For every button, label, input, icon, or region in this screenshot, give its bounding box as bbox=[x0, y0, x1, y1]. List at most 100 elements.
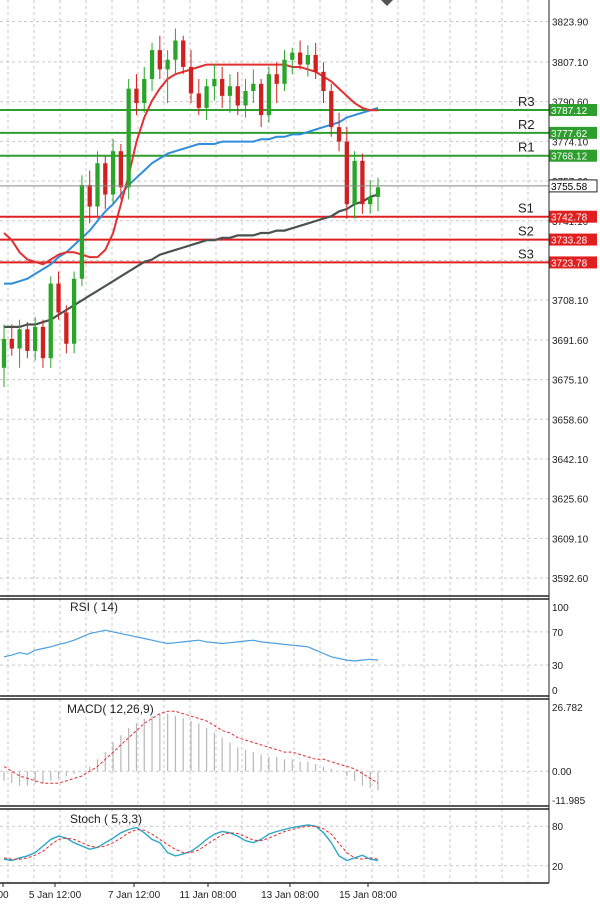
candle-body bbox=[220, 79, 225, 96]
candle-body bbox=[142, 79, 147, 104]
candle-body bbox=[204, 86, 209, 108]
x-tick-label: 7 Jan 12:00 bbox=[108, 890, 161, 901]
pane-bg-macd bbox=[0, 699, 549, 806]
price-tick-label: 3790.60 bbox=[552, 98, 589, 109]
candle-body bbox=[1, 338, 7, 368]
candle-body bbox=[110, 151, 116, 195]
candle-body bbox=[157, 50, 162, 70]
rsi-tick-label: 70 bbox=[552, 628, 564, 639]
candle-body bbox=[103, 163, 108, 195]
rsi-label: RSI ( 14) bbox=[70, 600, 118, 614]
macd-tick-label: 0.00 bbox=[552, 767, 572, 778]
price-tick-label: 3807.10 bbox=[552, 58, 589, 69]
level-tag-s1 bbox=[549, 210, 597, 223]
rsi-tick-label: 30 bbox=[552, 661, 564, 672]
candle-body bbox=[297, 52, 303, 65]
candle-body bbox=[360, 160, 365, 205]
stoch-label: Stoch ( 5,3,3) bbox=[70, 812, 142, 826]
price-tick-label: 3675.10 bbox=[552, 376, 589, 387]
candle-body bbox=[17, 329, 22, 349]
candle-body bbox=[165, 59, 170, 70]
level-name-r1: R1 bbox=[518, 140, 535, 155]
pane-bg-rsi bbox=[0, 599, 549, 696]
level-tag-r2 bbox=[549, 126, 597, 139]
x-tick-label: 00 bbox=[0, 890, 9, 901]
x-tick-label: 11 Jan 08:00 bbox=[179, 890, 237, 901]
candle-body bbox=[321, 71, 326, 92]
candle-body bbox=[243, 91, 248, 106]
price-tick-label: 3823.90 bbox=[552, 17, 589, 28]
candle-body bbox=[290, 52, 295, 60]
level-name-r3: R3 bbox=[518, 94, 535, 109]
level-tag-r3 bbox=[549, 104, 597, 117]
macd-label: MACD( 12,26,9) bbox=[67, 702, 154, 716]
candle-body bbox=[196, 93, 201, 108]
candle-body bbox=[118, 151, 124, 188]
candle-body bbox=[368, 196, 373, 205]
candle-body bbox=[87, 184, 92, 207]
candle-body bbox=[40, 326, 46, 359]
level-tag-label-s1: 3742.78 bbox=[551, 213, 588, 224]
stoch-tick-label: 80 bbox=[552, 822, 564, 833]
level-name-r2: R2 bbox=[518, 117, 535, 132]
rsi-tick-label: 100 bbox=[552, 603, 569, 614]
price-tick-label: 3642.10 bbox=[552, 455, 589, 466]
price-tick-label: 3658.60 bbox=[552, 415, 589, 426]
candle-body bbox=[188, 66, 194, 94]
candle-body bbox=[212, 79, 217, 87]
level-name-s1: S1 bbox=[518, 201, 534, 216]
candle-body bbox=[95, 163, 100, 207]
candle-body bbox=[251, 83, 256, 92]
level-tag-label-r3: 3787.12 bbox=[551, 106, 588, 117]
level-tag-label-s2: 3733.28 bbox=[551, 236, 588, 247]
level-name-s3: S3 bbox=[518, 246, 534, 261]
x-tick-label: 5 Jan 12:00 bbox=[29, 890, 82, 901]
current-price-label: 3755.58 bbox=[551, 182, 588, 193]
level-tag-label-r2: 3777.62 bbox=[551, 129, 588, 140]
macd-signal-line bbox=[3, 710, 379, 784]
candle-body bbox=[79, 184, 85, 279]
level-tag-s3 bbox=[549, 256, 597, 269]
level-tag-s2 bbox=[549, 233, 597, 246]
candle-body bbox=[305, 54, 311, 65]
price-tick-label: 3774.10 bbox=[552, 137, 589, 148]
candle-body bbox=[375, 187, 381, 197]
candle-body bbox=[126, 88, 131, 188]
level-tag-label-s3: 3723.78 bbox=[551, 258, 588, 269]
candle-body bbox=[266, 74, 272, 116]
candle-body bbox=[9, 338, 14, 349]
candle-body bbox=[258, 83, 264, 116]
candle-body bbox=[134, 88, 139, 104]
scroll-marker-icon bbox=[381, 0, 393, 6]
macd-tick-label: -11.985 bbox=[552, 796, 586, 807]
rsi-tick-label: 0 bbox=[552, 686, 558, 697]
level-tag-label-r1: 3768.12 bbox=[551, 152, 588, 163]
candle-body bbox=[282, 59, 287, 84]
x-tick-label: 13 Jan 08:00 bbox=[261, 890, 319, 901]
candle-body bbox=[33, 326, 38, 351]
price-tick-label: 3691.60 bbox=[552, 336, 589, 347]
stoch-tick-label: 20 bbox=[552, 862, 564, 873]
candle-body bbox=[48, 283, 53, 359]
candle-body bbox=[329, 91, 334, 128]
level-name-s2: S2 bbox=[518, 224, 534, 239]
price-tick-label: 3625.60 bbox=[552, 495, 589, 506]
candle-body bbox=[227, 86, 233, 96]
price-tick-label: 3592.60 bbox=[552, 574, 589, 585]
candle-body bbox=[274, 74, 279, 84]
candle-body bbox=[235, 86, 240, 106]
candle-body bbox=[344, 141, 349, 205]
x-tick-label: 15 Jan 08:00 bbox=[339, 890, 397, 901]
candle-body bbox=[352, 160, 357, 205]
candle-body bbox=[25, 329, 30, 351]
candle-body bbox=[173, 40, 178, 60]
level-tag-r1 bbox=[549, 149, 597, 162]
candle-body bbox=[71, 278, 77, 344]
candle-body bbox=[64, 312, 69, 344]
candle-body bbox=[149, 50, 155, 80]
rsi-line bbox=[3, 629, 379, 662]
candle-body bbox=[56, 283, 61, 313]
candle-body bbox=[181, 40, 186, 67]
